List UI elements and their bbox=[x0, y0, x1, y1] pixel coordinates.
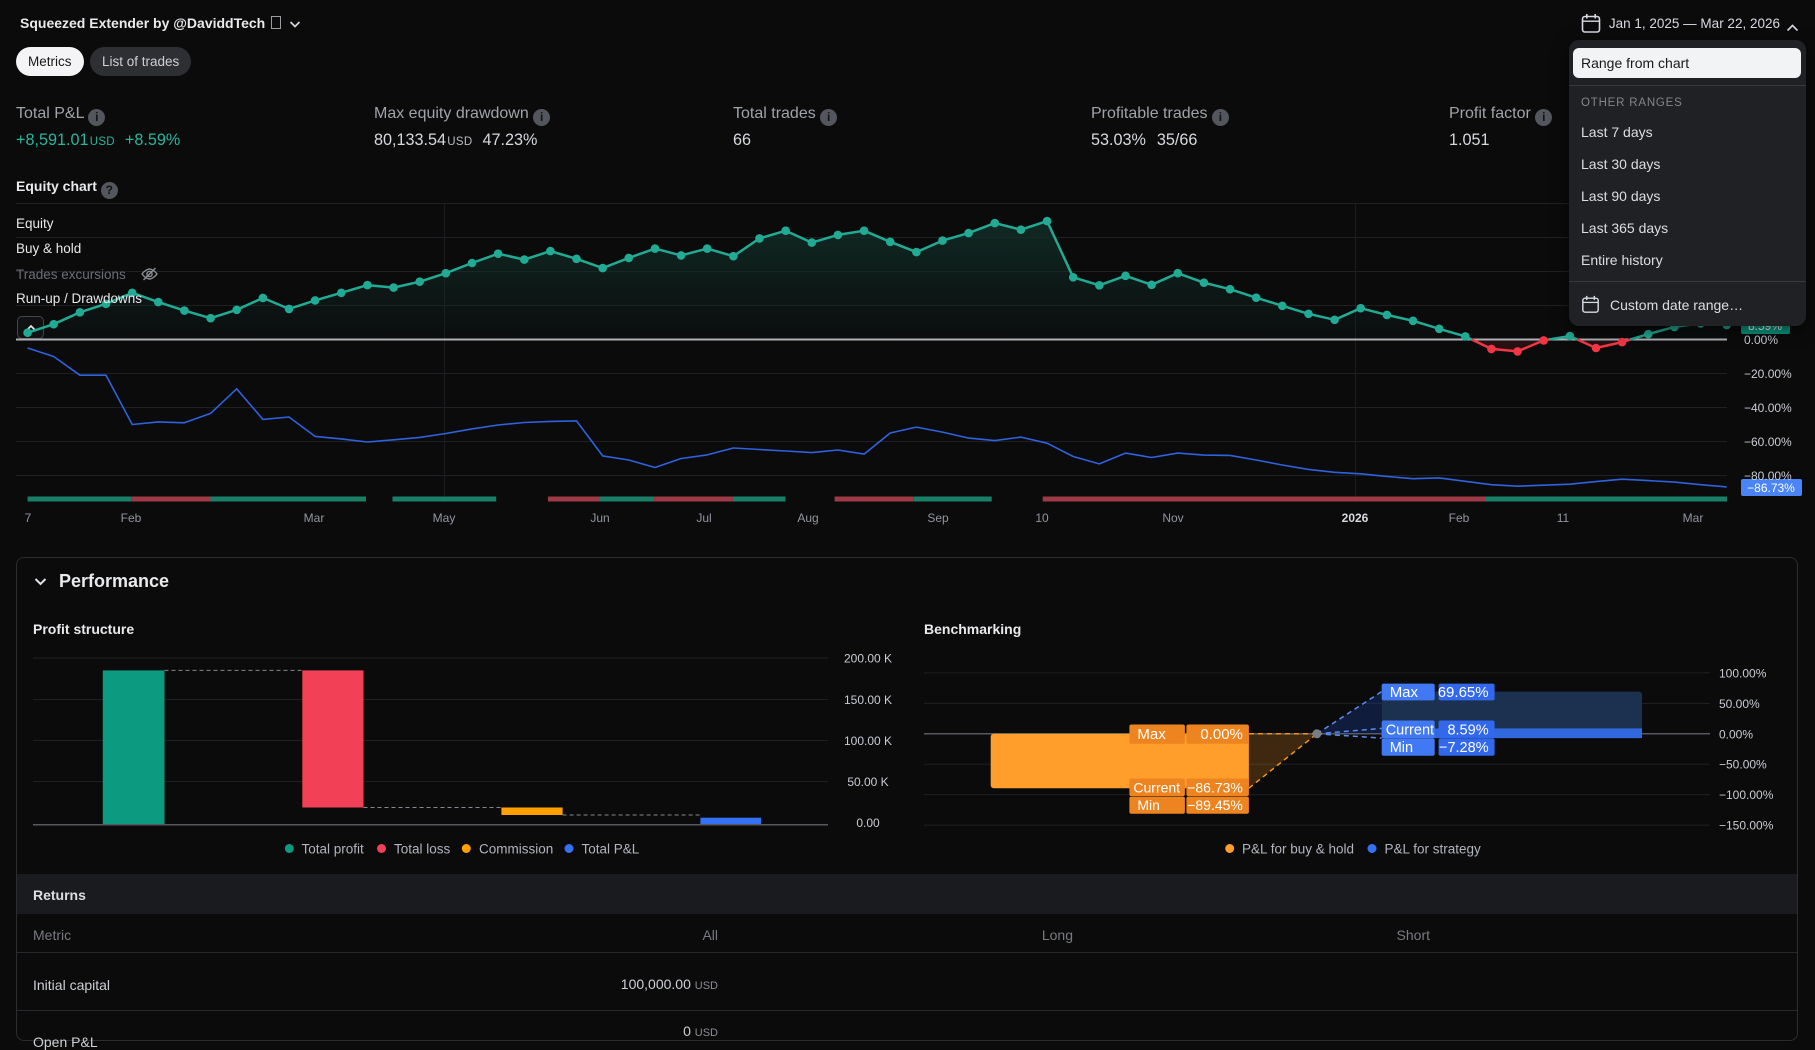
svg-text:−7.28%: −7.28% bbox=[1439, 740, 1489, 756]
svg-text:7: 7 bbox=[25, 511, 32, 525]
svg-text:11: 11 bbox=[1557, 511, 1570, 525]
svg-text:200.00 K: 200.00 K bbox=[844, 652, 892, 666]
svg-text:Feb: Feb bbox=[121, 511, 142, 525]
svg-text:2026: 2026 bbox=[1342, 511, 1369, 525]
svg-text:−80.00%: −80.00% bbox=[1744, 469, 1792, 483]
svg-text:Mar: Mar bbox=[304, 511, 325, 525]
svg-text:69.65%: 69.65% bbox=[1438, 684, 1489, 701]
svg-text:−150.00%: −150.00% bbox=[1719, 819, 1774, 833]
svg-text:Jun: Jun bbox=[590, 511, 609, 525]
svg-text:0.00%: 0.00% bbox=[1200, 726, 1243, 743]
svg-text:Feb: Feb bbox=[1449, 511, 1470, 525]
svg-text:Total loss: Total loss bbox=[394, 842, 451, 857]
svg-text:150.00 K: 150.00 K bbox=[844, 693, 892, 707]
svg-text:Current: Current bbox=[1386, 722, 1434, 738]
svg-text:Aug: Aug bbox=[797, 511, 818, 525]
svg-text:Total profit: Total profit bbox=[302, 842, 365, 857]
svg-text:−40.00%: −40.00% bbox=[1744, 401, 1792, 415]
svg-text:0.00: 0.00 bbox=[856, 816, 880, 830]
svg-text:Jul: Jul bbox=[696, 511, 711, 525]
svg-text:Commission: Commission bbox=[479, 842, 553, 857]
svg-text:−50.00%: −50.00% bbox=[1719, 758, 1767, 772]
svg-text:−86.73%: −86.73% bbox=[1187, 779, 1243, 795]
svg-text:50.00%: 50.00% bbox=[1719, 697, 1760, 711]
svg-text:Min: Min bbox=[1137, 797, 1160, 813]
svg-text:Mar: Mar bbox=[1683, 511, 1704, 525]
svg-text:−89.45%: −89.45% bbox=[1187, 797, 1243, 813]
svg-text:−86.73%: −86.73% bbox=[1747, 481, 1795, 495]
svg-text:Total P&L: Total P&L bbox=[582, 842, 640, 857]
svg-text:100.00 K: 100.00 K bbox=[844, 734, 892, 748]
svg-text:P&L for strategy: P&L for strategy bbox=[1385, 842, 1482, 857]
svg-text:0.00%: 0.00% bbox=[1744, 333, 1778, 347]
svg-text:50.00 K: 50.00 K bbox=[847, 775, 888, 789]
svg-text:Sep: Sep bbox=[927, 511, 949, 525]
svg-text:Max: Max bbox=[1390, 684, 1419, 701]
svg-text:Nov: Nov bbox=[1162, 511, 1183, 525]
svg-text:8.59%: 8.59% bbox=[1447, 722, 1488, 738]
svg-text:Min: Min bbox=[1390, 740, 1413, 756]
svg-text:May: May bbox=[433, 511, 456, 525]
svg-text:−60.00%: −60.00% bbox=[1744, 435, 1792, 449]
svg-text:Max: Max bbox=[1137, 726, 1166, 743]
svg-text:10: 10 bbox=[1035, 511, 1049, 525]
svg-text:−100.00%: −100.00% bbox=[1719, 788, 1774, 802]
svg-text:−20.00%: −20.00% bbox=[1744, 367, 1792, 381]
svg-text:P&L for buy & hold: P&L for buy & hold bbox=[1242, 842, 1354, 857]
svg-text:Current: Current bbox=[1133, 779, 1180, 795]
svg-text:0.00%: 0.00% bbox=[1719, 727, 1753, 741]
svg-text:100.00%: 100.00% bbox=[1719, 666, 1767, 680]
